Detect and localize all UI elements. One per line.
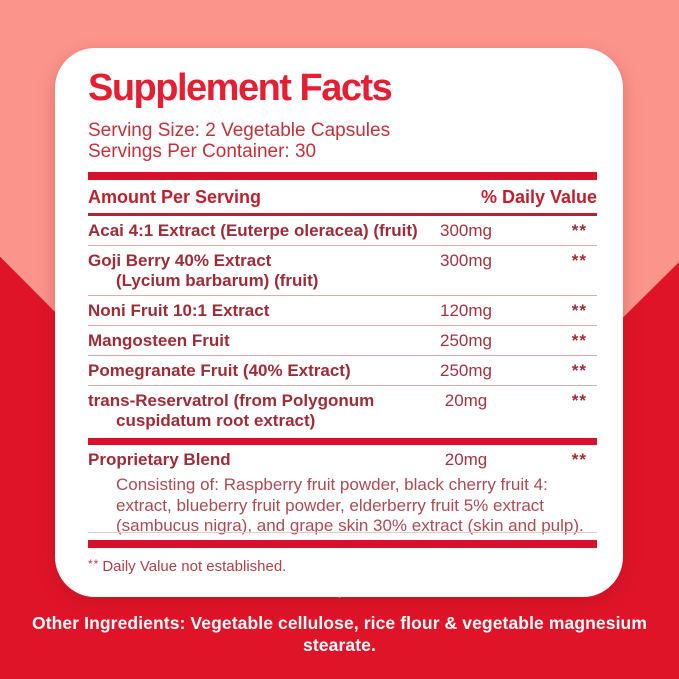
row-amount: 250mg [440,331,492,350]
row-dv: ** [571,361,587,380]
table-row-noni-fruit: Noni Fruit 10:1 Extract 120mg ** [88,296,597,326]
panel-footer: ** Daily Value not established. [88,532,597,575]
row-name-line2: (Lycium barbarum) (fruit) [116,271,319,290]
row-name: Mangosteen Fruit [88,331,230,350]
proprietary-blend-description: Consisting of: Raspberry fruit powder, b… [116,475,584,535]
column-header-amount: Amount Per Serving [88,187,262,207]
table-row-pomegranate: Pomegranate Fruit (40% Extract) 250mg ** [88,356,597,386]
row-amount: 300mg [440,251,492,270]
row-amount: 300mg [440,221,492,240]
table-row-trans-reservatrol: trans-Reservatrol (from Polygonum cuspid… [88,386,597,435]
divider-line-light [88,532,597,533]
supplement-facts-panel: Supplement Facts Serving Size: 2 Vegetab… [55,48,623,597]
divider-bar-top [88,172,597,180]
row-amount: 120mg [440,301,492,320]
row-name-line2: cuspidatum root extract) [116,411,316,430]
row-amount: 250mg [440,361,492,380]
row-name: Goji Berry 40% Extract [88,251,272,270]
divider-bar-middle [88,438,597,445]
daily-value-footnote: ** Daily Value not established. [88,557,597,575]
other-ingredients-text: Vegetable cellulose, rice flour & vegeta… [185,613,648,655]
other-ingredients: Other Ingredients: Vegetable cellulose, … [0,612,679,656]
other-ingredients-label: Other Ingredients: [31,613,186,633]
row-amount: 20mg [444,391,488,410]
footnote-asterisks: ** [88,557,100,571]
row-dv: ** [571,450,587,469]
serving-size: Serving Size: 2 Vegetable Capsules [88,120,391,141]
row-dv: ** [571,301,587,320]
table-row-proprietary-blend: Proprietary Blend 20mg ** [88,445,597,474]
row-dv: ** [571,221,587,240]
row-name: trans-Reservatrol (from Polygonum [88,391,375,410]
servings-per-container: Servings Per Container: 30 [88,141,317,162]
table-header-row: Amount Per Serving % Daily Value [88,180,597,216]
panel-title: Supplement Facts [88,67,393,109]
row-amount: 20mg [444,450,488,469]
column-header-daily-value: % Daily Value [480,187,597,207]
row-dv: ** [571,251,587,270]
row-dv: ** [571,391,587,410]
row-dv: ** [571,331,587,350]
table-row-acai: Acai 4:1 Extract (Euterpe oleracea) (fru… [88,216,597,246]
row-name: Proprietary Blend [88,450,231,469]
divider-bar-bottom [88,540,597,548]
table-row-mangosteen: Mangosteen Fruit 250mg ** [88,326,597,356]
serving-info: Serving Size: 2 Vegetable Capsules Servi… [88,120,597,162]
row-name: Pomegranate Fruit (40% Extract) [88,361,351,380]
row-name: Noni Fruit 10:1 Extract [88,301,270,320]
table-row-goji-berry: Goji Berry 40% Extract (Lycium barbarum)… [88,246,597,296]
row-name: Acai 4:1 Extract (Euterpe oleracea) (fru… [88,221,418,240]
footnote-text: Daily Value not established. [102,558,287,575]
